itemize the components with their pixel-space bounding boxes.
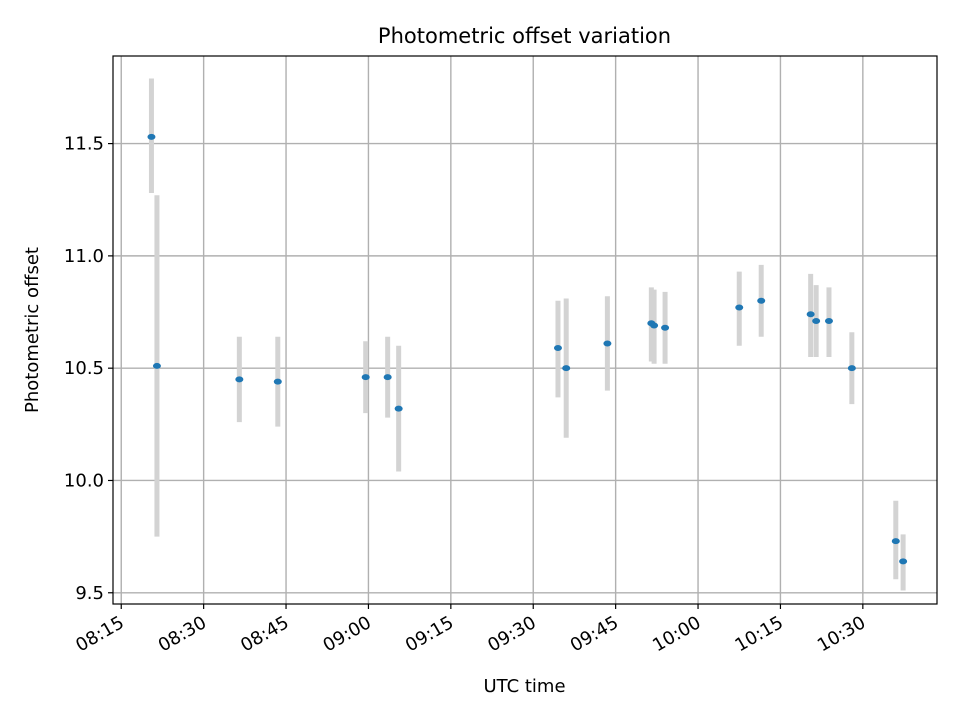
plot-frame — [112, 55, 938, 605]
data-point — [899, 558, 908, 565]
x-axis-label: UTC time — [483, 676, 565, 697]
data-point — [735, 304, 744, 311]
data-point — [383, 374, 392, 381]
chart-title: Photometric offset variation — [378, 24, 671, 48]
data-points — [147, 133, 908, 565]
data-point — [757, 297, 766, 304]
y-tick-label: 10.5 — [64, 358, 104, 379]
data-point — [235, 376, 244, 383]
data-point — [553, 344, 562, 351]
y-tick-label: 11.5 — [64, 134, 104, 155]
data-point — [562, 365, 571, 372]
data-point — [650, 322, 659, 329]
data-point — [891, 538, 900, 545]
data-point — [806, 311, 815, 318]
data-point — [824, 318, 833, 325]
y-tick-label: 11.0 — [64, 246, 104, 267]
data-point — [394, 405, 403, 412]
grid — [113, 56, 937, 604]
data-point — [812, 318, 821, 325]
data-point — [152, 362, 161, 369]
y-tick-label: 10.0 — [64, 470, 104, 491]
data-point — [661, 324, 670, 331]
data-point — [847, 365, 856, 372]
data-point — [147, 133, 156, 140]
data-point — [361, 374, 370, 381]
data-point — [603, 340, 612, 347]
y-axis-label: Photometric offset — [22, 247, 43, 413]
data-point — [273, 378, 282, 385]
y-axis-ticks: 9.5 10.0 10.5 11.0 11.5 — [64, 134, 113, 604]
y-tick-label: 9.5 — [75, 583, 104, 604]
